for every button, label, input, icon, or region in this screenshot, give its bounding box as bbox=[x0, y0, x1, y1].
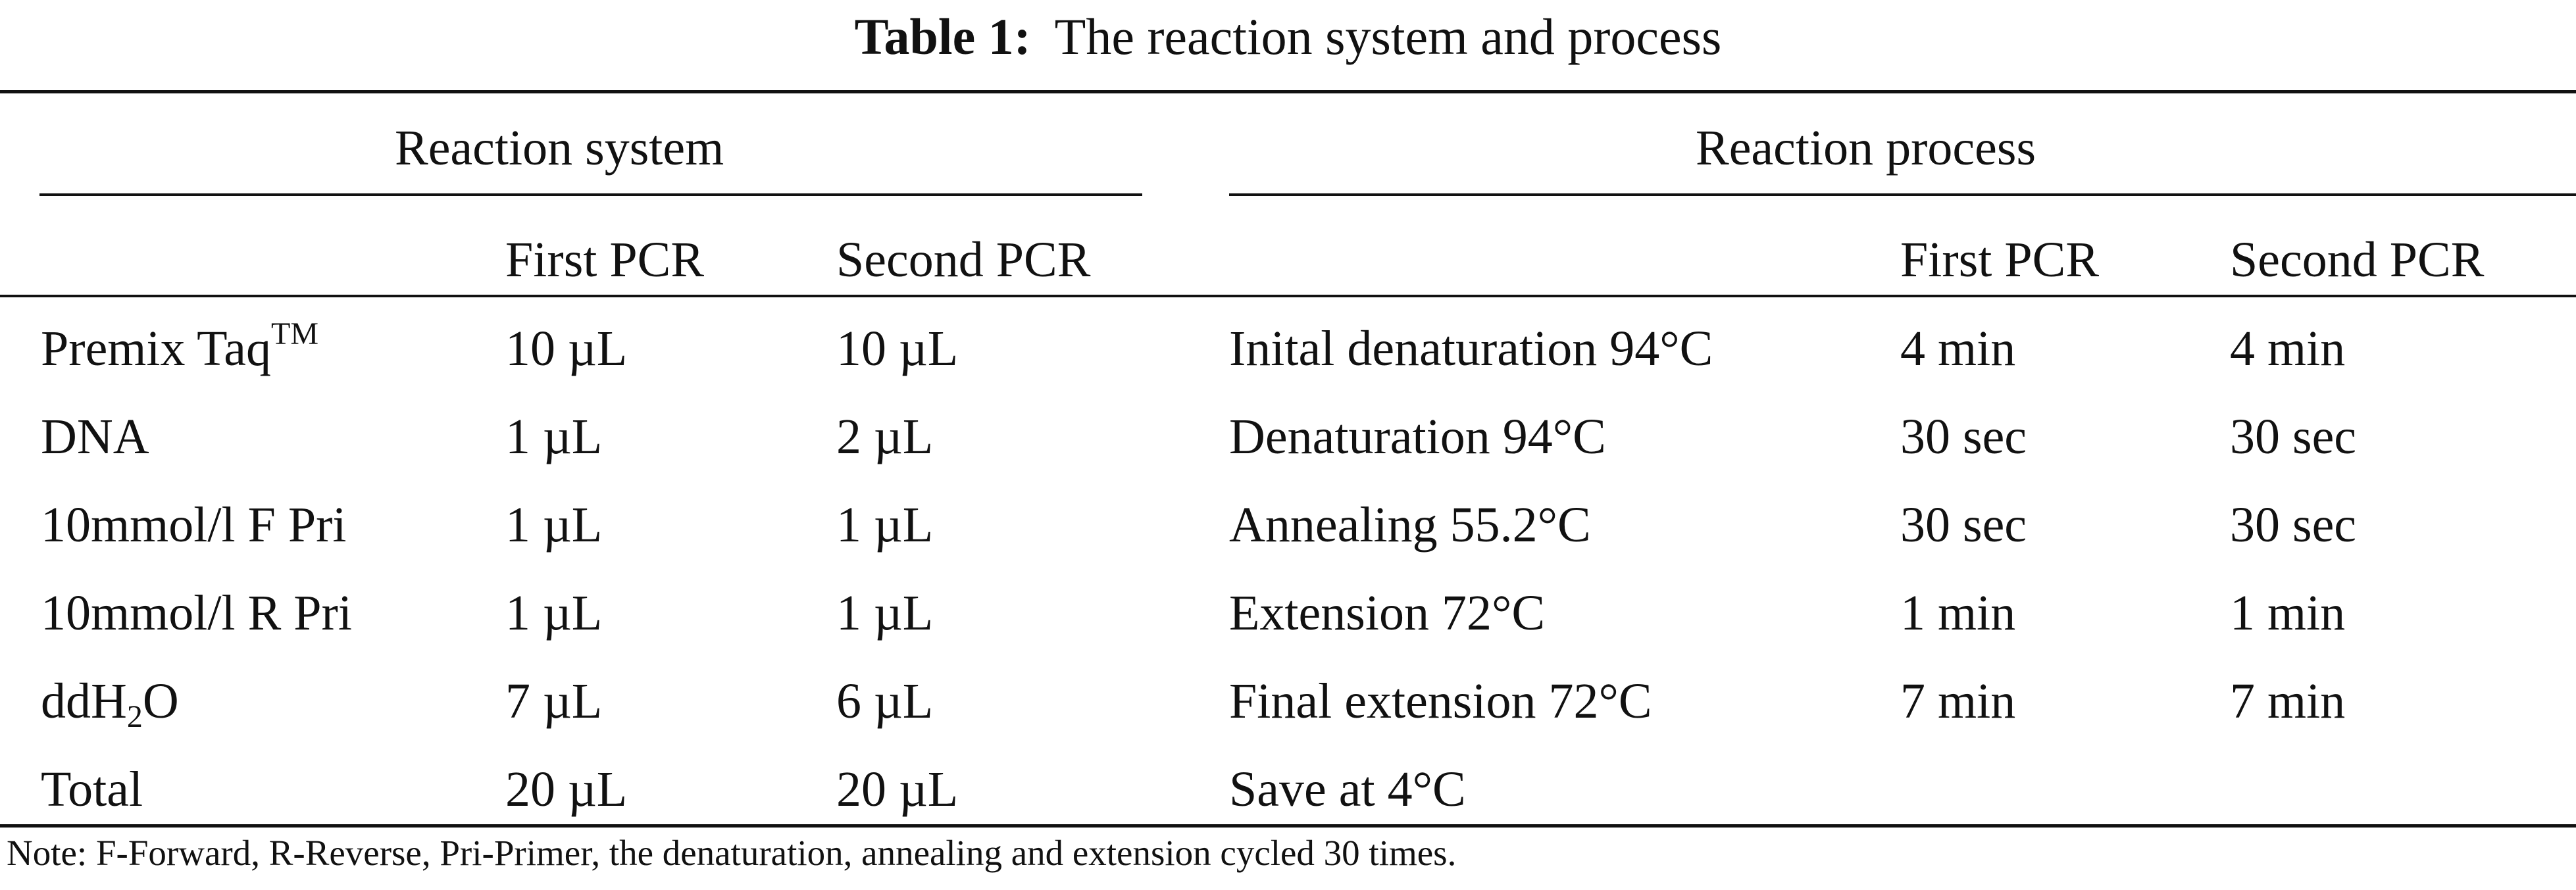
row-3-process-second: 30 sec bbox=[2230, 497, 2357, 553]
header-rule bbox=[0, 295, 2576, 297]
row-3-system-second: 1 µL bbox=[836, 497, 934, 553]
row-5-component: ddH2O bbox=[41, 674, 179, 734]
group-header-process: Reaction process bbox=[1696, 120, 2036, 176]
row-3-step: Annealing 55.2°C bbox=[1229, 497, 1591, 553]
row-5-process-second: 7 min bbox=[2230, 674, 2346, 729]
row-4-process-first: 1 min bbox=[1900, 585, 2016, 641]
row-3-process-first: 30 sec bbox=[1900, 497, 2027, 553]
row-5-system-first: 7 µL bbox=[505, 674, 603, 729]
row-2-system-first: 1 µL bbox=[505, 409, 603, 464]
row-1-step: Inital denaturation 94°C bbox=[1229, 321, 1713, 376]
row-6-step: Save at 4°C bbox=[1229, 762, 1466, 817]
col-header-system-second: Second PCR bbox=[836, 232, 1091, 287]
row-2-system-second: 2 µL bbox=[836, 409, 934, 464]
col-header-system-first: First PCR bbox=[505, 232, 705, 287]
table-note: Note: F-Forward, R-Reverse, Pri-Primer, … bbox=[7, 833, 1457, 873]
row-4-component: 10mmol/l R Pri bbox=[41, 585, 352, 641]
caption-text: The reaction system and process bbox=[1054, 8, 1722, 65]
system-group-rule bbox=[39, 193, 1142, 196]
row-4-step: Extension 72°C bbox=[1229, 585, 1546, 641]
top-rule bbox=[0, 90, 2576, 93]
row-6-system-first: 20 µL bbox=[505, 762, 628, 817]
row-4-process-second: 1 min bbox=[2230, 585, 2346, 641]
row-4-system-first: 1 µL bbox=[505, 585, 603, 641]
row-3-system-first: 1 µL bbox=[505, 497, 603, 553]
row-5-process-first: 7 min bbox=[1900, 674, 2016, 729]
row-1-component: Premix TaqTM bbox=[41, 316, 319, 377]
row-3-component: 10mmol/l F Pri bbox=[41, 497, 347, 553]
col-header-process-first: First PCR bbox=[1900, 232, 2100, 287]
row-5-step: Final extension 72°C bbox=[1229, 674, 1652, 729]
row-1-process-second: 4 min bbox=[2230, 321, 2346, 376]
process-group-rule bbox=[1229, 193, 2576, 196]
table-caption: Table 1: The reaction system and process bbox=[0, 5, 2576, 68]
row-4-system-second: 1 µL bbox=[836, 585, 934, 641]
row-6-component: Total bbox=[41, 762, 143, 817]
row-6-system-second: 20 µL bbox=[836, 762, 959, 817]
row-1-system-second: 10 µL bbox=[836, 321, 959, 376]
caption-label: Table 1: bbox=[854, 8, 1031, 65]
row-5-system-second: 6 µL bbox=[836, 674, 934, 729]
row-2-process-first: 30 sec bbox=[1900, 409, 2027, 464]
bottom-rule bbox=[0, 824, 2576, 828]
row-2-process-second: 30 sec bbox=[2230, 409, 2357, 464]
col-header-process-second: Second PCR bbox=[2230, 232, 2485, 287]
row-2-step: Denaturation 94°C bbox=[1229, 409, 1606, 464]
group-header-system: Reaction system bbox=[395, 120, 724, 176]
row-1-process-first: 4 min bbox=[1900, 321, 2016, 376]
row-2-component: DNA bbox=[41, 409, 149, 464]
row-1-system-first: 10 µL bbox=[505, 321, 628, 376]
